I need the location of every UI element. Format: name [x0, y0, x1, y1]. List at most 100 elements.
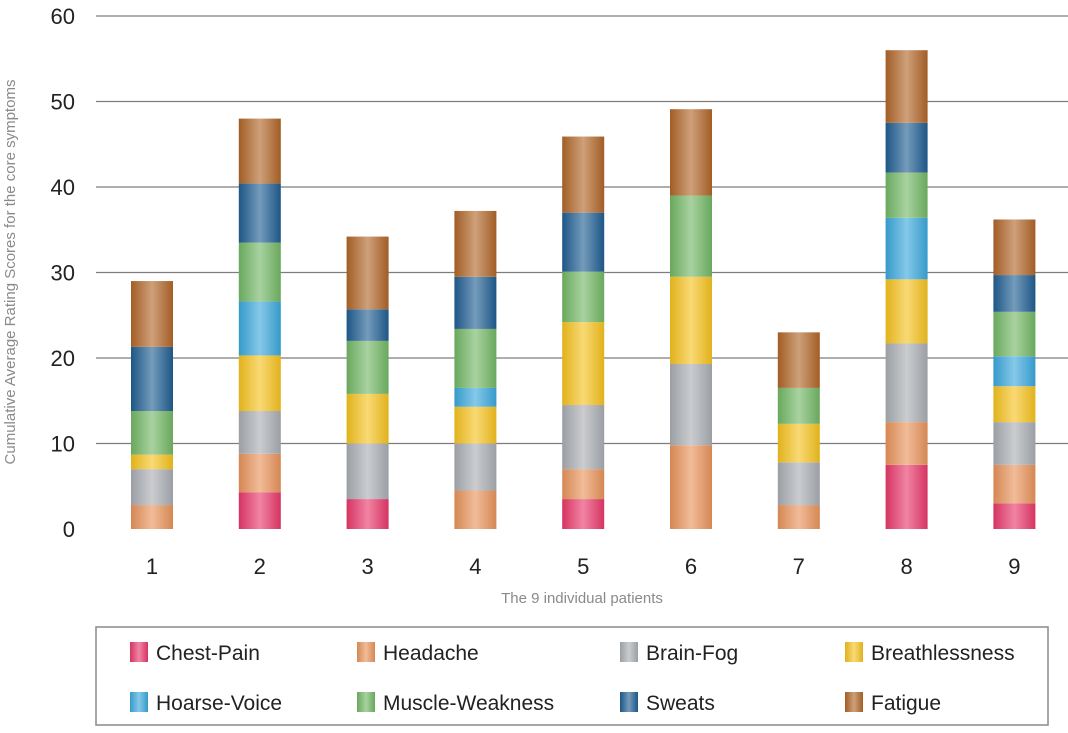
bar-segment-muscle-weakness — [993, 311, 1036, 357]
bar-segment-hoarse-voice — [454, 387, 497, 407]
legend-label: Brain-Fog — [646, 642, 738, 665]
x-tick-label: 1 — [146, 554, 158, 579]
bar-segment-fatigue — [670, 109, 712, 196]
x-tick-label: 4 — [469, 554, 481, 579]
y-tick-label: 60 — [51, 4, 75, 29]
bar-stack-patient-8 — [885, 50, 928, 529]
bar-segment-breathlessness — [562, 322, 605, 406]
legend-label: Muscle-Weakness — [383, 692, 554, 715]
legend: Chest-Pain Headache Brain-Fog Breathlessnes… — [130, 642, 1015, 715]
x-tick-label: 7 — [793, 554, 805, 579]
legend-item-headache: Headache — [357, 642, 479, 665]
legend-swatch — [845, 692, 863, 712]
bar-segment-muscle-weakness — [454, 328, 497, 388]
bar-segment-breathlessness — [131, 454, 173, 470]
bar-stack-patient-4 — [454, 210, 497, 529]
legend-item-brain-fog: Brain-Fog — [620, 642, 738, 665]
bar-segment-fatigue — [454, 210, 497, 277]
bar-stack-patient-9 — [993, 219, 1036, 529]
legend-label: Chest-Pain — [156, 642, 260, 665]
bar-segment-sweats — [346, 309, 389, 341]
x-tick-label: 6 — [685, 554, 697, 579]
legend-swatch — [620, 692, 638, 712]
x-tick-label: 8 — [900, 554, 912, 579]
y-tick-label: 50 — [51, 90, 75, 115]
bar-segment-brain-fog — [238, 411, 281, 454]
x-tick-label: 9 — [1008, 554, 1020, 579]
x-axis-title: The 9 individual patients — [501, 590, 663, 607]
legend-item-fatigue: Fatigue — [845, 692, 941, 715]
bar-segment-brain-fog — [562, 405, 605, 470]
bar-segment-hoarse-voice — [885, 217, 928, 280]
bar-segment-sweats — [454, 276, 497, 329]
bar-segment-fatigue — [238, 118, 281, 184]
legend-swatch — [845, 642, 863, 662]
bar-segment-headache — [238, 453, 281, 493]
bar-segment-breathlessness — [885, 279, 928, 344]
bar-segment-headache — [131, 505, 173, 529]
bar-segment-hoarse-voice — [238, 301, 281, 356]
bar-segment-hoarse-voice — [993, 356, 1036, 387]
bar-segment-headache — [993, 464, 1036, 504]
legend-label: Sweats — [646, 692, 715, 715]
x-axis-ticks: 1 2 3 4 5 6 7 8 9 — [146, 554, 1021, 579]
bar-segment-muscle-weakness — [777, 387, 820, 424]
bar-segment-muscle-weakness — [562, 271, 605, 323]
legend-label: Hoarse-Voice — [156, 692, 282, 715]
bar-segment-brain-fog — [993, 422, 1036, 465]
legend-swatch — [130, 642, 148, 662]
legend-label: Headache — [383, 642, 479, 665]
bar-segment-brain-fog — [777, 462, 820, 506]
bar-segment-sweats — [562, 212, 605, 272]
bar-segment-chest-pain — [885, 464, 928, 529]
x-tick-label: 5 — [577, 554, 589, 579]
y-tick-label: 0 — [63, 517, 75, 542]
legend-item-sweats: Sweats — [620, 692, 715, 715]
x-tick-label: 3 — [361, 554, 373, 579]
bars — [131, 50, 1036, 529]
y-tick-label: 10 — [51, 432, 75, 457]
bar-segment-sweats — [993, 275, 1036, 312]
bar-stack-patient-3 — [346, 236, 389, 529]
bar-segment-muscle-weakness — [670, 195, 712, 277]
x-tick-label: 2 — [254, 554, 266, 579]
bar-segment-headache — [885, 422, 928, 465]
y-axis-ticks: 0 10 20 30 40 50 60 — [51, 4, 75, 542]
bar-segment-fatigue — [777, 332, 820, 388]
bar-segment-brain-fog — [131, 469, 173, 506]
bar-segment-headache — [777, 505, 820, 529]
legend-item-chest-pain: Chest-Pain — [130, 642, 260, 665]
bar-segment-fatigue — [993, 219, 1036, 276]
y-axis-title: Cumulative Average Rating Scores for the… — [2, 80, 19, 465]
bar-segment-sweats — [131, 346, 173, 412]
bar-segment-headache — [670, 445, 712, 529]
bar-segment-breathlessness — [346, 393, 389, 444]
bar-segment-brain-fog — [885, 343, 928, 423]
bar-segment-fatigue — [885, 50, 928, 123]
bar-segment-sweats — [885, 122, 928, 173]
bar-segment-sweats — [238, 183, 281, 243]
y-tick-label: 40 — [51, 175, 75, 200]
legend-label: Fatigue — [871, 692, 941, 715]
bar-segment-breathlessness — [238, 355, 281, 412]
bar-segment-chest-pain — [346, 499, 389, 529]
bar-segment-headache — [562, 469, 605, 500]
bar-segment-muscle-weakness — [131, 411, 173, 455]
bar-segment-chest-pain — [562, 499, 605, 529]
legend-item-hoarse-voice: Hoarse-Voice — [130, 692, 282, 715]
bar-segment-muscle-weakness — [885, 172, 928, 218]
bar-segment-chest-pain — [993, 503, 1036, 529]
legend-item-breathlessness: Breathlessness — [845, 642, 1015, 665]
legend-box — [95, 626, 1049, 726]
bar-segment-brain-fog — [346, 443, 389, 500]
bar-segment-breathlessness — [454, 406, 497, 444]
bar-segment-breathlessness — [670, 276, 712, 364]
bar-segment-fatigue — [346, 236, 389, 310]
legend-swatch — [620, 642, 638, 662]
bar-stack-patient-6 — [670, 109, 712, 529]
bar-segment-headache — [454, 490, 497, 529]
legend-label: Breathlessness — [871, 642, 1015, 665]
bar-segment-breathlessness — [777, 423, 820, 463]
